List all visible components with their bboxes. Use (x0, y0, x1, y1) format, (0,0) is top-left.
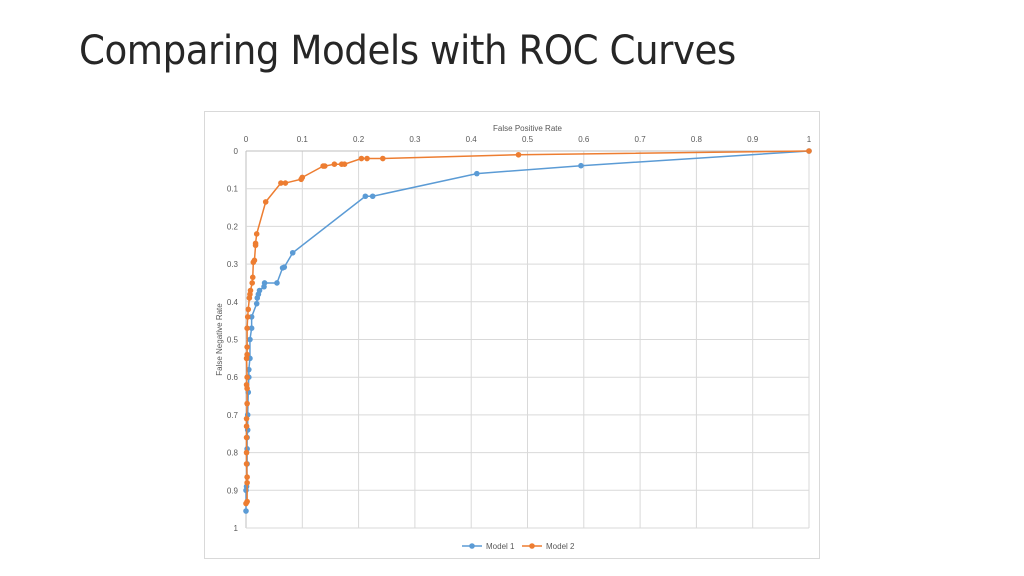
data-point-model-2 (243, 423, 250, 430)
data-point-model-2 (244, 474, 250, 480)
y-tick-label: 0.1 (227, 185, 239, 194)
data-point-model-2 (244, 400, 250, 407)
y-axis-label: False Negative Rate (215, 303, 224, 376)
data-point-model-1 (253, 300, 260, 307)
x-axis-label: False Positive Rate (493, 124, 562, 133)
data-point-model-2 (320, 163, 326, 169)
x-tick-label: 0 (244, 135, 249, 144)
data-point-model-1 (248, 314, 255, 320)
data-point-model-2 (244, 385, 250, 392)
data-point-model-2 (338, 161, 345, 167)
data-point-model-1 (362, 193, 369, 200)
data-point-model-2 (244, 479, 250, 486)
data-point-model-2 (250, 259, 257, 266)
data-point-model-1 (578, 162, 584, 169)
data-point-model-2 (244, 374, 250, 381)
x-tick-label: 0.5 (522, 135, 534, 144)
y-tick-label: 0 (234, 147, 239, 156)
data-point-model-2 (244, 314, 251, 320)
y-tick-label: 0.3 (227, 260, 239, 269)
legend-label-2: Model 2 (546, 542, 575, 551)
x-tick-label: 0.6 (578, 135, 590, 144)
data-point-model-2 (243, 461, 250, 467)
data-point-model-1 (261, 283, 267, 290)
y-tick-label: 0.7 (227, 411, 239, 420)
data-point-model-2 (278, 180, 284, 186)
y-tick-label: 0.2 (227, 222, 239, 231)
x-tick-label: 0.3 (409, 135, 421, 144)
data-point-model-2 (244, 344, 250, 350)
data-point-model-2 (243, 415, 250, 422)
data-point-model-1 (243, 508, 249, 514)
data-point-model-2 (364, 155, 370, 162)
data-point-model-1 (247, 336, 253, 343)
data-point-model-2 (358, 155, 365, 162)
y-tick-label: 0.4 (227, 298, 239, 307)
data-point-model-2 (243, 500, 249, 507)
data-point-model-2 (298, 176, 304, 183)
data-point-model-1 (474, 170, 480, 177)
x-tick-label: 0.1 (297, 135, 309, 144)
y-tick-label: 0.5 (227, 336, 239, 345)
x-tick-label: 0.7 (635, 135, 647, 144)
x-tick-label: 0.8 (691, 135, 703, 144)
data-point-model-2 (282, 180, 289, 186)
data-point-model-1 (274, 280, 280, 286)
data-point-model-2 (806, 148, 812, 154)
data-point-model-1 (369, 193, 376, 200)
data-point-model-2 (253, 231, 260, 237)
data-point-model-2 (515, 151, 522, 158)
legend-label-1: Model 1 (486, 542, 515, 551)
x-tick-label: 0.4 (466, 135, 478, 144)
data-point-model-2 (245, 306, 252, 313)
data-point-model-2 (380, 155, 386, 162)
chart-frame (204, 111, 820, 559)
y-tick-label: 0.8 (227, 449, 239, 458)
data-point-model-2 (262, 199, 269, 205)
data-point-model-2 (249, 280, 255, 286)
legend-marker-1 (469, 543, 475, 549)
y-tick-label: 0.9 (227, 486, 239, 495)
data-point-model-2 (244, 325, 250, 331)
data-point-model-2 (243, 355, 250, 362)
data-point-model-1 (289, 249, 296, 256)
data-point-model-1 (243, 487, 249, 494)
data-point-model-1 (254, 295, 261, 301)
data-point-model-2 (331, 161, 338, 167)
x-tick-label: 0.2 (353, 135, 365, 144)
data-point-model-2 (249, 274, 256, 281)
y-tick-label: 1 (234, 524, 239, 533)
data-point-model-2 (252, 242, 259, 249)
x-tick-label: 1 (807, 135, 812, 144)
data-point-model-2 (246, 295, 253, 301)
data-point-model-2 (243, 434, 250, 441)
data-point-model-1 (248, 325, 255, 331)
data-point-model-1 (279, 265, 286, 271)
data-point-model-2 (243, 449, 250, 456)
slide-title: Comparing Models with ROC Curves (79, 28, 736, 74)
x-tick-label: 0.9 (747, 135, 759, 144)
y-tick-label: 0.6 (227, 373, 239, 382)
legend-marker-2 (529, 543, 535, 549)
